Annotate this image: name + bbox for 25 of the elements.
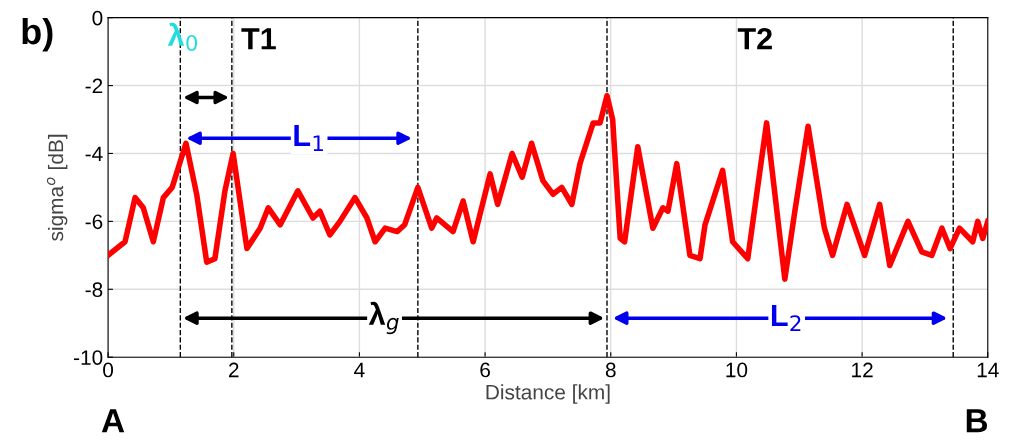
x-tick-label: 12 [852, 362, 873, 378]
x-tick-label: 14 [977, 362, 999, 378]
y-tick-label: 0 [92, 10, 103, 26]
y-tick-label: -10 [74, 350, 103, 365]
y-tick-label: -4 [85, 146, 103, 162]
chart-title: b) [22, 17, 53, 52]
annotation: L$_{1}$ [294, 125, 323, 152]
x-tick-label: 0 [103, 362, 114, 378]
annotation: T1 [241, 28, 276, 50]
y-tick-label: -2 [85, 78, 103, 94]
x-tick-label: 4 [354, 362, 365, 378]
x-tick-label: 8 [605, 362, 616, 378]
y-tick-label: -8 [85, 282, 103, 298]
annotation: λ$_{g}$ [368, 301, 399, 335]
x-tick-label: 2 [229, 362, 239, 378]
x-tick-label: 10 [726, 362, 748, 378]
y-tick-label: -6 [85, 214, 103, 230]
annotation: λ$_{0}$ [167, 22, 198, 52]
annotation: L$_{2}$ [771, 304, 801, 332]
annotation: T2 [737, 27, 772, 50]
y-axis-title: sigma$^{o}$ [dB] [46, 134, 68, 241]
text: B [966, 409, 988, 433]
text: A [101, 409, 125, 433]
x-axis-title: Distance [km] [486, 384, 610, 404]
x-tick-label: 6 [480, 362, 490, 378]
